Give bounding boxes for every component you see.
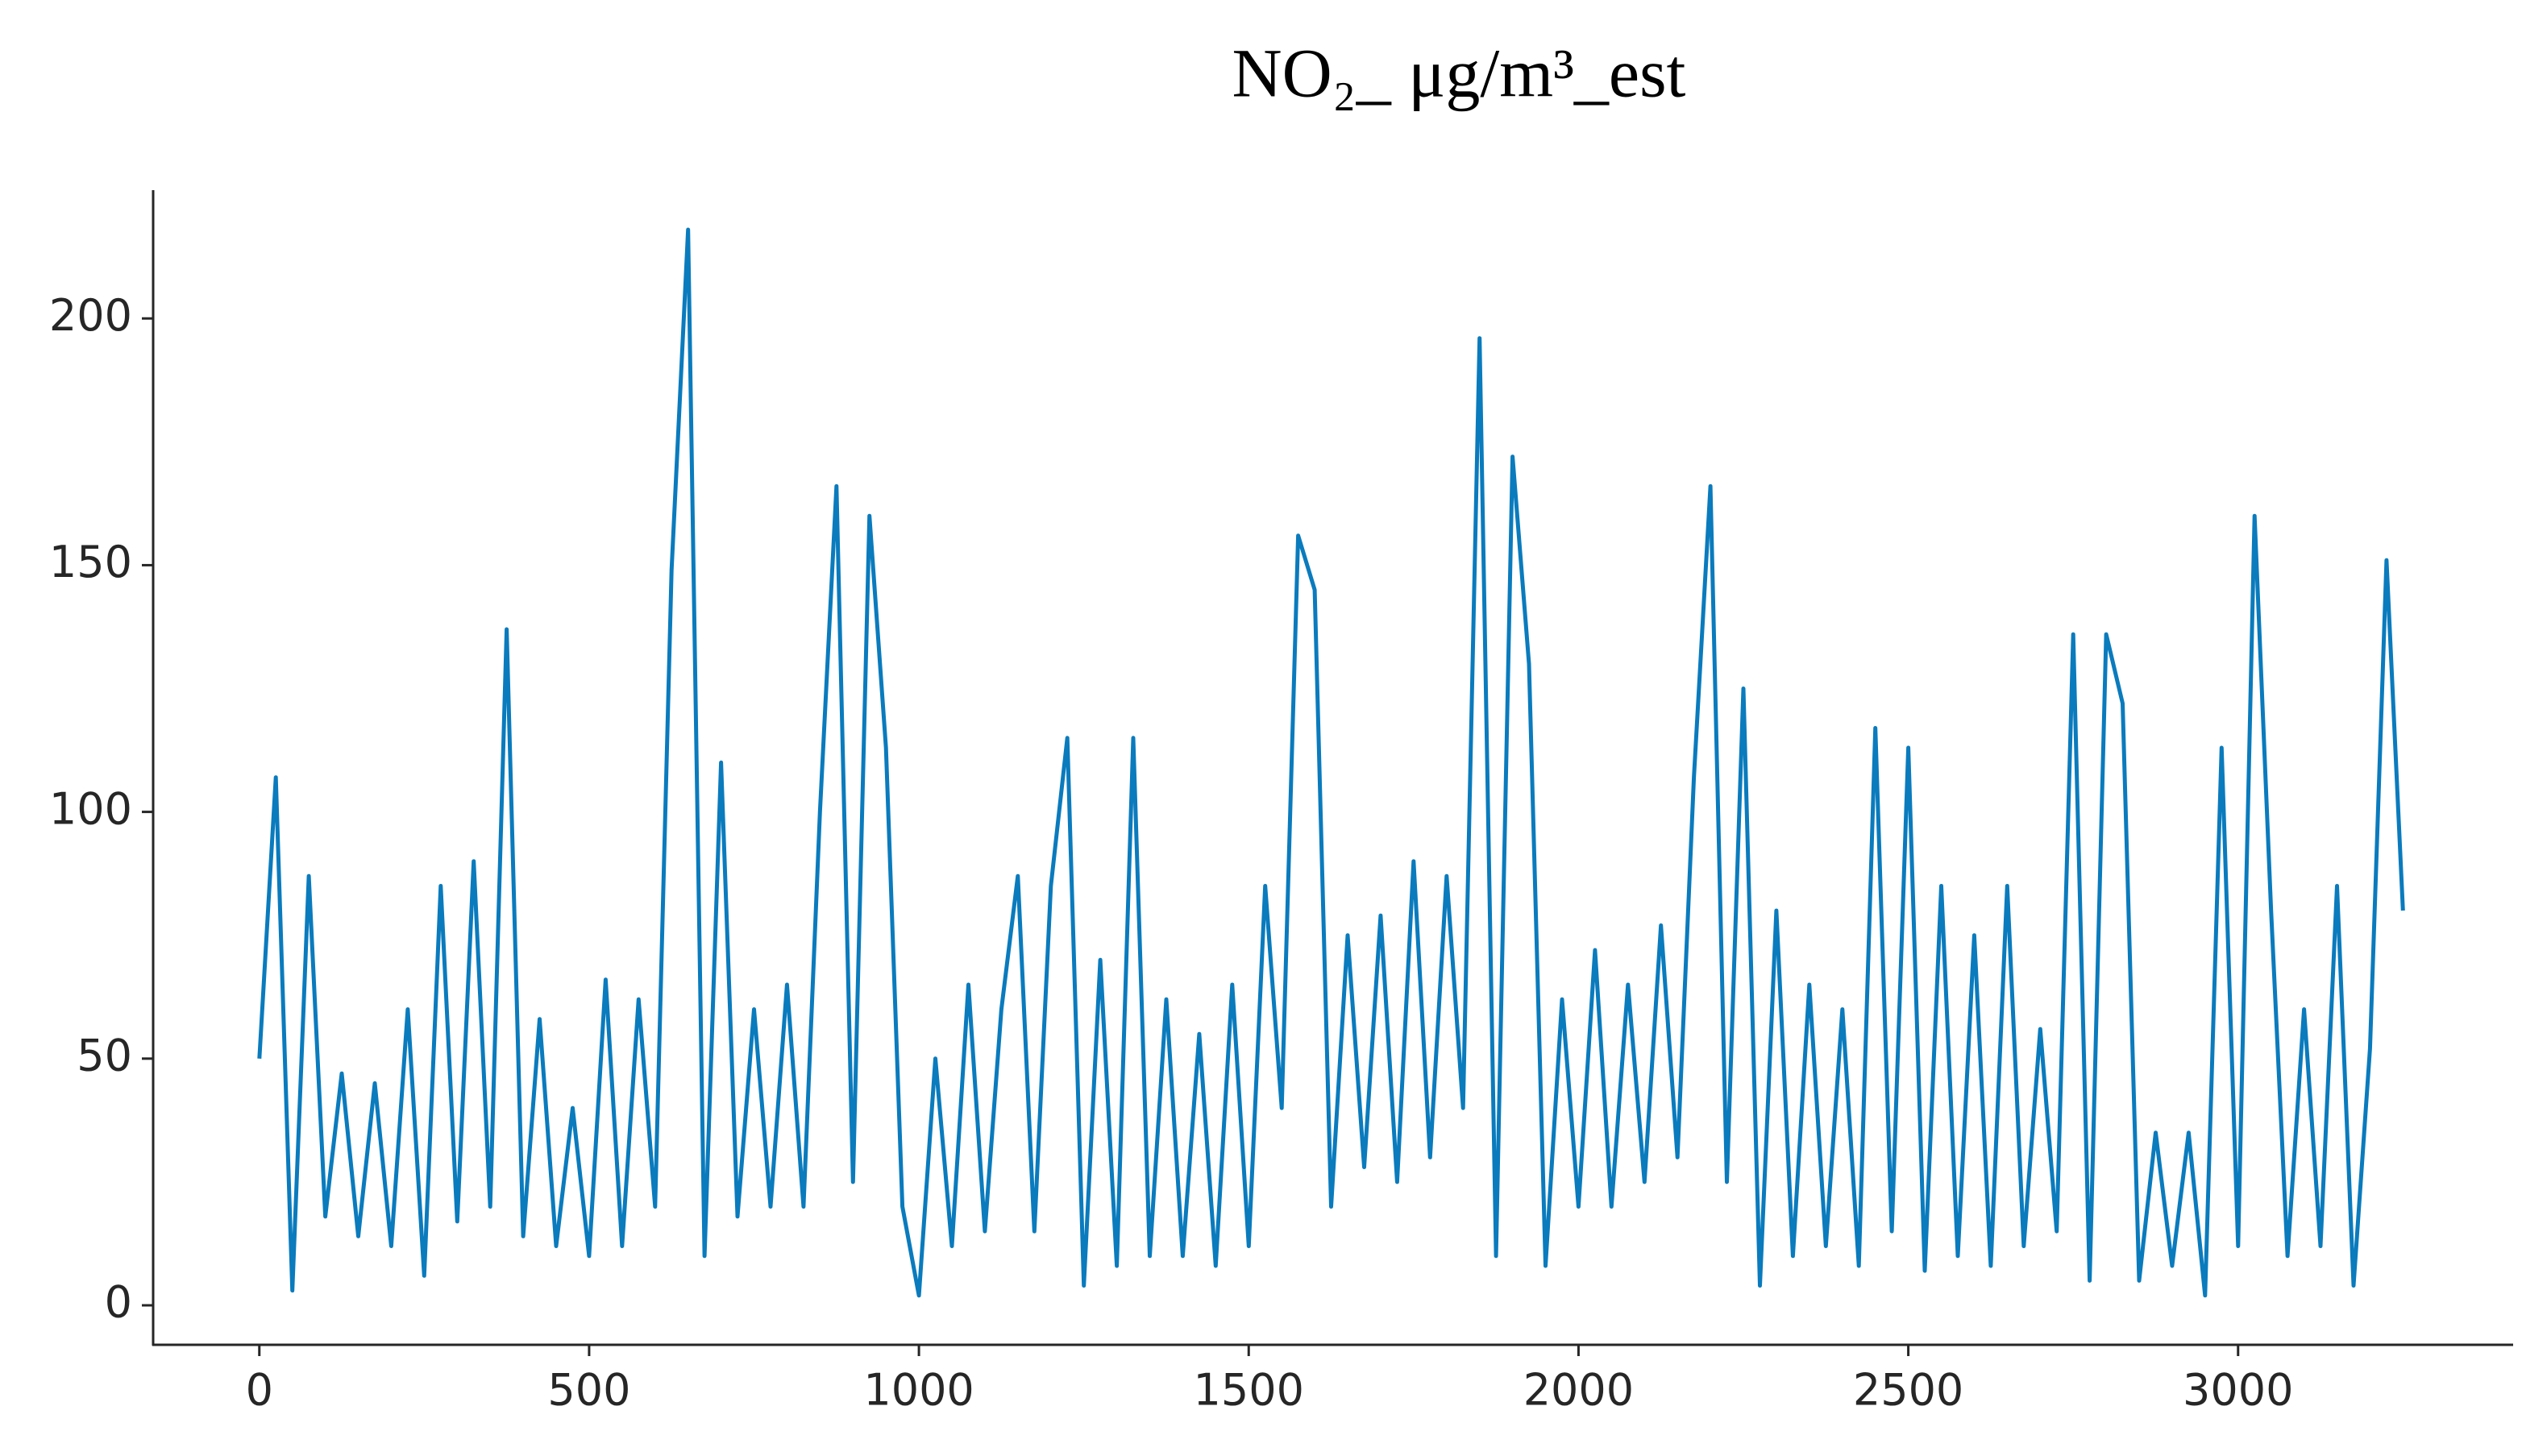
x-tick-label: 2000: [1523, 1365, 1634, 1416]
x-tick-label: 2500: [1853, 1365, 1963, 1416]
y-tick-label: 200: [49, 290, 132, 341]
y-tick-label: 50: [77, 1030, 132, 1081]
x-tick-label: 1500: [1194, 1365, 1304, 1416]
x-tick-label: 1000: [863, 1365, 974, 1416]
y-tick-label: 150: [49, 537, 132, 587]
x-tick-label: 3000: [2183, 1365, 2293, 1416]
y-tick-label: 0: [105, 1277, 132, 1328]
x-tick-label: 500: [547, 1365, 630, 1416]
x-tick-label: 0: [246, 1365, 273, 1416]
data-line: [257, 227, 2405, 1298]
chart-title: NO₂_ μg/m³_est: [1232, 35, 1686, 112]
y-tick-label: 100: [49, 783, 132, 834]
